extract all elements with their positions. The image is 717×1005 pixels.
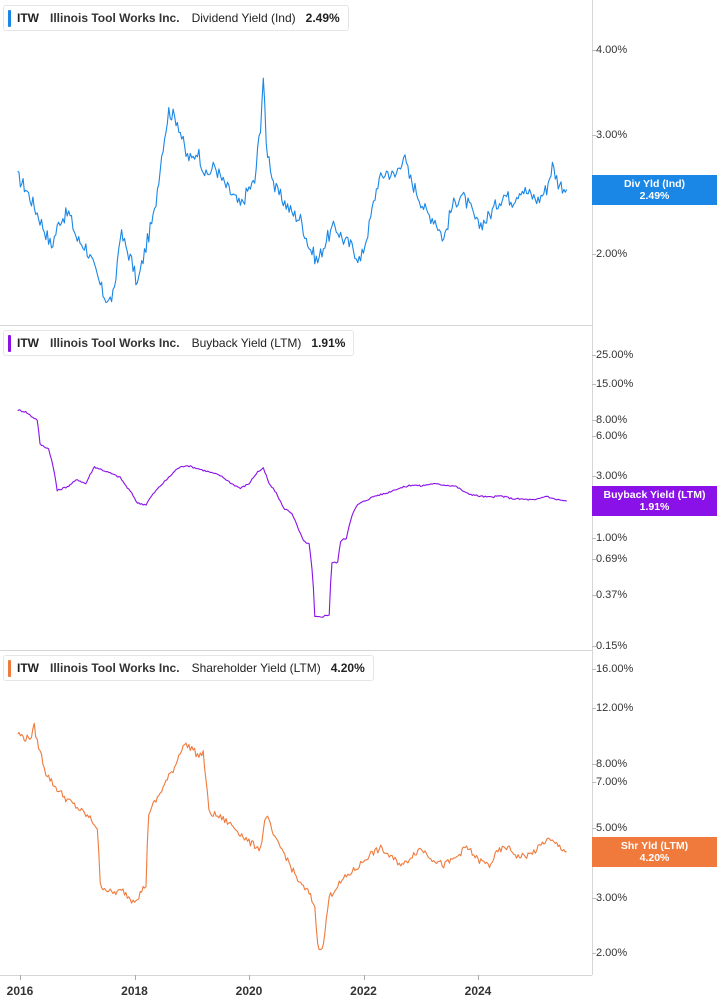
y-tick-label: 12.00% bbox=[591, 702, 634, 715]
last-value-tag-buyback: Buyback Yield (LTM) 1.91% bbox=[592, 486, 717, 517]
x-tick-label: 2018 bbox=[121, 984, 148, 998]
legend-company: Illinois Tool Works Inc. bbox=[50, 11, 180, 25]
legend-metric: Buyback Yield (LTM) bbox=[191, 336, 302, 350]
y-tick-label: 2.00% bbox=[591, 248, 628, 260]
series-color-marker bbox=[8, 659, 11, 677]
x-tick-mark bbox=[249, 975, 250, 980]
legend-ticker: ITW bbox=[17, 11, 39, 25]
tag-label: Div Yld (Ind) bbox=[623, 177, 686, 190]
y-tick-label: 0.15% bbox=[591, 640, 628, 652]
legend-metric: Shareholder Yield (LTM) bbox=[191, 661, 321, 675]
y-tick-label: 3.00% bbox=[591, 469, 628, 482]
y-tick-label: 0.37% bbox=[591, 588, 628, 601]
panel-divider bbox=[0, 650, 592, 651]
y-tick-label: 2.00% bbox=[591, 947, 628, 959]
dividend-yield-plot bbox=[17, 77, 568, 304]
legend-shareholder-yield[interactable]: ITW Illinois Tool Works Inc. Shareholder… bbox=[3, 655, 374, 681]
legend-company: Illinois Tool Works Inc. bbox=[50, 336, 180, 350]
x-tick-mark bbox=[134, 975, 136, 980]
y-tick-label: 25.00% bbox=[591, 349, 634, 361]
x-tick-label: 2022 bbox=[350, 984, 377, 998]
tag-value: 4.20% bbox=[639, 851, 670, 864]
y-tick-label: 1.00% bbox=[591, 532, 628, 545]
x-tick-label: 2024 bbox=[464, 984, 492, 998]
y-tick-label: 3.00% bbox=[591, 128, 628, 141]
x-tick-mark bbox=[478, 975, 479, 980]
x-axis-line bbox=[0, 975, 592, 976]
tag-label: Buyback Yield (LTM) bbox=[603, 489, 706, 502]
tag-value: 1.91% bbox=[639, 501, 670, 514]
legend-value: 4.20% bbox=[330, 661, 365, 675]
legend-value: 1.91% bbox=[311, 336, 346, 350]
y-tick-label: 4.00% bbox=[591, 44, 628, 56]
y-tick-label: 16.00% bbox=[591, 663, 634, 675]
tag-label: Shr Yld (LTM) bbox=[620, 839, 689, 852]
y-tick-label: 8.00% bbox=[591, 413, 628, 426]
legend-metric: Dividend Yield (Ind) bbox=[191, 11, 296, 25]
y-tick-label: 3.00% bbox=[591, 891, 628, 904]
x-tick-mark bbox=[363, 975, 365, 980]
legend-buyback-yield[interactable]: ITW Illinois Tool Works Inc. Buyback Yie… bbox=[3, 330, 355, 356]
series-line[interactable] bbox=[17, 409, 567, 618]
series-color-marker bbox=[8, 9, 11, 27]
tag-value: 2.49% bbox=[639, 189, 670, 202]
legend-dividend-yield[interactable]: ITW Illinois Tool Works Inc. Dividend Yi… bbox=[3, 5, 349, 31]
legend-company: Illinois Tool Works Inc. bbox=[50, 661, 180, 675]
y-tick-label: 0.69% bbox=[591, 553, 628, 566]
y-tick-label: 6.00% bbox=[591, 430, 628, 443]
legend-ticker: ITW bbox=[17, 336, 39, 350]
x-tick-label: 2016 bbox=[6, 984, 34, 998]
y-tick-label: 8.00% bbox=[591, 757, 628, 770]
shareholder-yield-plot bbox=[17, 722, 567, 951]
panel-divider bbox=[0, 325, 592, 326]
y-tick-label: 5.00% bbox=[591, 821, 628, 834]
y-tick-label: 7.00% bbox=[591, 775, 628, 788]
series-line[interactable] bbox=[17, 77, 568, 304]
last-value-tag-shareholder: Shr Yld (LTM) 4.20% bbox=[592, 836, 717, 867]
legend-value: 2.49% bbox=[305, 11, 340, 25]
buyback-yield-plot bbox=[17, 409, 567, 618]
series-line[interactable] bbox=[17, 722, 567, 951]
y-tick-label: 15.00% bbox=[591, 378, 634, 391]
x-tick-mark bbox=[20, 975, 21, 980]
legend-ticker: ITW bbox=[17, 661, 39, 675]
x-tick-label: 2020 bbox=[235, 984, 263, 998]
series-color-marker bbox=[8, 334, 11, 352]
last-value-tag-dividend: Div Yld (Ind) 2.49% bbox=[592, 174, 717, 205]
